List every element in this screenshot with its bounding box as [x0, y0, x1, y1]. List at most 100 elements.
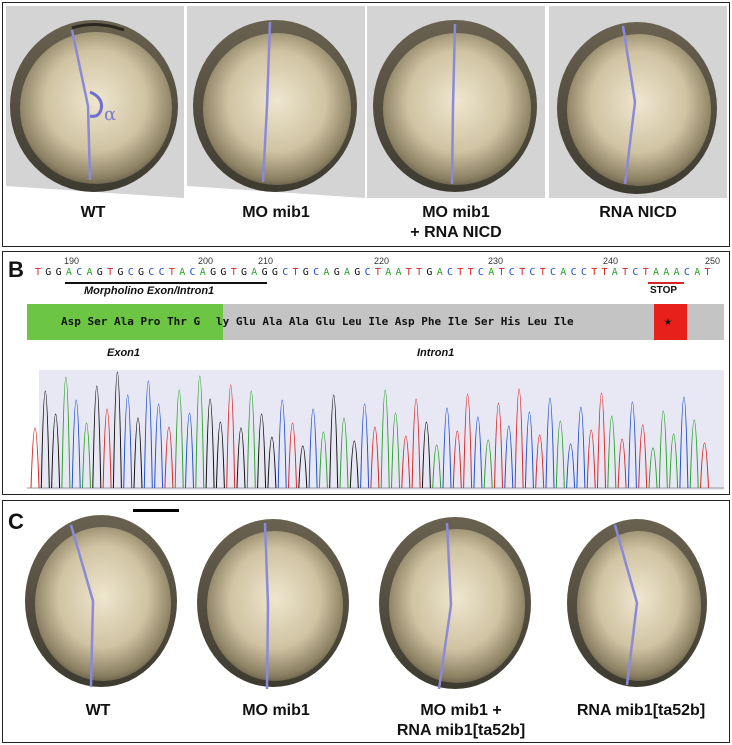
trace-G — [40, 371, 431, 489]
caption-a-3: MO mib1 + RNA NICD — [410, 204, 502, 241]
panel-a: A α WT MO mib1 MO mib1+ RNA NICD RNA NIC… — [2, 2, 730, 247]
chromatogram — [27, 370, 724, 490]
nucleotide: C — [683, 267, 690, 278]
caption-a-4: RNA NICD — [599, 204, 677, 221]
trace-T — [30, 384, 709, 489]
nucleotide: G — [271, 267, 278, 278]
nucleotide: A — [395, 267, 402, 278]
nucleotide: C — [508, 267, 515, 278]
nucleotide: G — [302, 267, 309, 278]
embryo-c-wt — [25, 515, 177, 688]
nucleotide: C — [580, 267, 587, 278]
stop-underline — [648, 282, 684, 284]
nucleotide: T — [622, 267, 629, 278]
intron-bar — [223, 304, 654, 340]
nucleotide: C — [447, 267, 454, 278]
nucleotide: C — [158, 267, 165, 278]
nucleotide: C — [313, 267, 320, 278]
nucleotide: T — [416, 267, 423, 278]
embryo-a-rna-nicd — [549, 6, 727, 198]
morpholino-label: Morpholino Exon/Intron1 — [84, 285, 215, 297]
stop-label: STOP — [650, 285, 678, 296]
nucleotide: C — [529, 267, 536, 278]
nucleotide: G — [426, 267, 433, 278]
nucleotide: C — [364, 267, 371, 278]
trailing-bar — [687, 304, 724, 340]
nucleotide: A — [179, 267, 186, 278]
nucleotide: T — [519, 267, 526, 278]
exon-label: Exon1 — [107, 347, 141, 359]
nucleotide: C — [127, 267, 134, 278]
embryo-c-rna-mib1 — [567, 519, 707, 687]
pos-label-220: 220 — [374, 256, 390, 266]
embryo-c-mo-mib1-rna — [379, 517, 531, 690]
angle-symbol: α — [104, 104, 116, 125]
nucleotide: C — [189, 267, 196, 278]
nucleotide: G — [261, 267, 268, 278]
embryo-a-mo-mib1-rna-nicd — [367, 6, 545, 198]
nucleotide: T — [230, 267, 237, 278]
nucleotide: A — [673, 267, 680, 278]
nucleotide: A — [611, 267, 618, 278]
nucleotide: T — [457, 267, 464, 278]
panel-b-letter: B — [8, 257, 24, 282]
nucleotide: T — [292, 267, 299, 278]
nucleotide: A — [86, 267, 93, 278]
nucleotide: G — [210, 267, 217, 278]
trace-A — [61, 375, 699, 489]
nucleotide: C — [282, 267, 289, 278]
intron-label: Intron1 — [417, 347, 455, 359]
nucleotide: T — [498, 267, 505, 278]
pos-label-210: 210 — [258, 256, 274, 266]
nucleotide: T — [601, 267, 608, 278]
caption-c-4: RNA mib1[ta52b] — [576, 702, 706, 719]
nucleotide: A — [344, 267, 351, 278]
nucleotide: T — [591, 267, 598, 278]
nucleotide: A — [694, 267, 701, 278]
nucleotide: C — [148, 267, 155, 278]
nucleotide: T — [405, 267, 412, 278]
nucleotide: T — [374, 267, 381, 278]
nucleotide: A — [560, 267, 567, 278]
pos-label-230: 230 — [488, 256, 504, 266]
morpholino-underline — [65, 282, 267, 284]
pos-label-190: 190 — [64, 256, 80, 266]
nucleotide: T — [704, 267, 711, 278]
stop-codon-bar — [654, 304, 687, 340]
stop-star-icon: ★ — [664, 314, 672, 329]
embryo-a-mo-mib1 — [187, 6, 365, 198]
nucleotide: T — [35, 267, 42, 278]
trace-C — [71, 380, 689, 489]
caption-c-1: WT — [85, 702, 111, 719]
panel-c: C WT MO mib1 MO mib1 + RNA mib1[ta52b] RN… — [2, 500, 730, 743]
caption-a-2: MO mib1 — [242, 204, 310, 221]
nucleotide: G — [241, 267, 248, 278]
embryo-c-mo-mib1 — [197, 519, 349, 690]
nucleotide: A — [251, 267, 258, 278]
panel-c-letter: C — [8, 509, 24, 534]
pos-label-250: 250 — [705, 256, 721, 266]
nucleotide: T — [168, 267, 175, 278]
caption-c-2: MO mib1 — [242, 702, 310, 719]
nucleotide: A — [199, 267, 206, 278]
pos-label-200: 200 — [198, 256, 214, 266]
nucleotide: C — [76, 267, 83, 278]
nucleotide: T — [642, 267, 649, 278]
nucleotide: C — [477, 267, 484, 278]
nucleotide: A — [436, 267, 443, 278]
nucleotide: C — [632, 267, 639, 278]
exon-bar — [27, 304, 223, 340]
nucleotide: G — [55, 267, 62, 278]
nucleotide: A — [323, 267, 330, 278]
nucleotide: A — [385, 267, 392, 278]
nucleotide: T — [539, 267, 546, 278]
nucleotide: G — [354, 267, 361, 278]
exon-aa-text: Asp Ser Ala Pro Thr G — [61, 315, 201, 328]
nucleotide: G — [138, 267, 145, 278]
embryo-a-wt: α — [6, 6, 184, 198]
nucleotide: G — [45, 267, 52, 278]
pos-label-240: 240 — [603, 256, 619, 266]
nucleotide: T — [467, 267, 474, 278]
nucleotide: A — [663, 267, 670, 278]
